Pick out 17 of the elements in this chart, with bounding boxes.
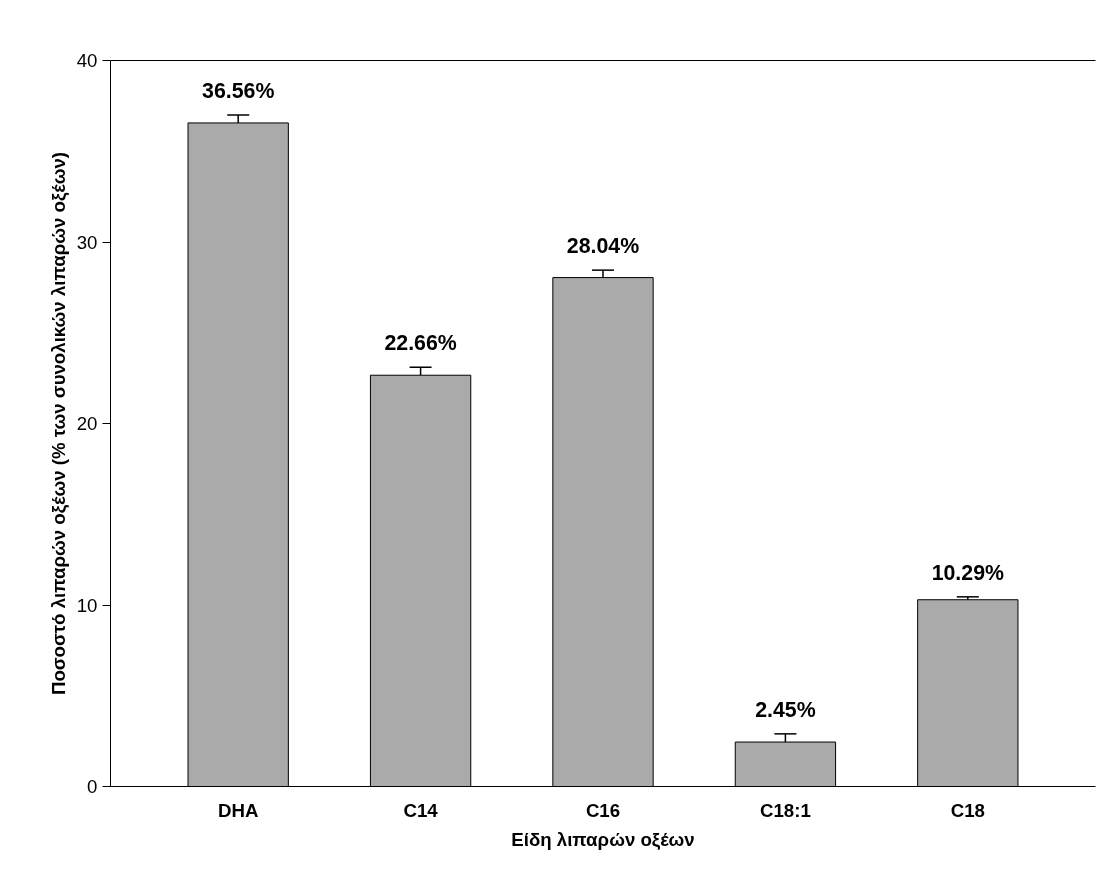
x-tick-label: C18:1 xyxy=(760,799,811,821)
x-tick-label: C16 xyxy=(585,799,621,821)
data-label: 22.66% xyxy=(384,331,457,356)
y-tick-label: 0 xyxy=(87,776,98,797)
data-label: 2.45% xyxy=(755,697,816,722)
data-label: 28.04% xyxy=(566,234,640,259)
y-tick-label: 40 xyxy=(76,50,98,71)
x-tick-label: C18 xyxy=(950,799,985,821)
x-tick-label: C14 xyxy=(403,799,439,821)
data-label: 10.29% xyxy=(931,560,1005,585)
y-tick-label: 10 xyxy=(76,594,98,616)
data-label: 36.56% xyxy=(202,78,275,103)
x-axis-title: Είδη λιπαρών οξέων xyxy=(511,828,695,851)
y-tick-label: 30 xyxy=(76,231,98,253)
x-tick-label: DHA xyxy=(217,799,259,821)
y-tick-label: 20 xyxy=(76,413,98,434)
y-axis-title: Ποσοστό λιπαρών οξέων (% των συνολικών λιπαρών οξέων) xyxy=(47,151,70,696)
